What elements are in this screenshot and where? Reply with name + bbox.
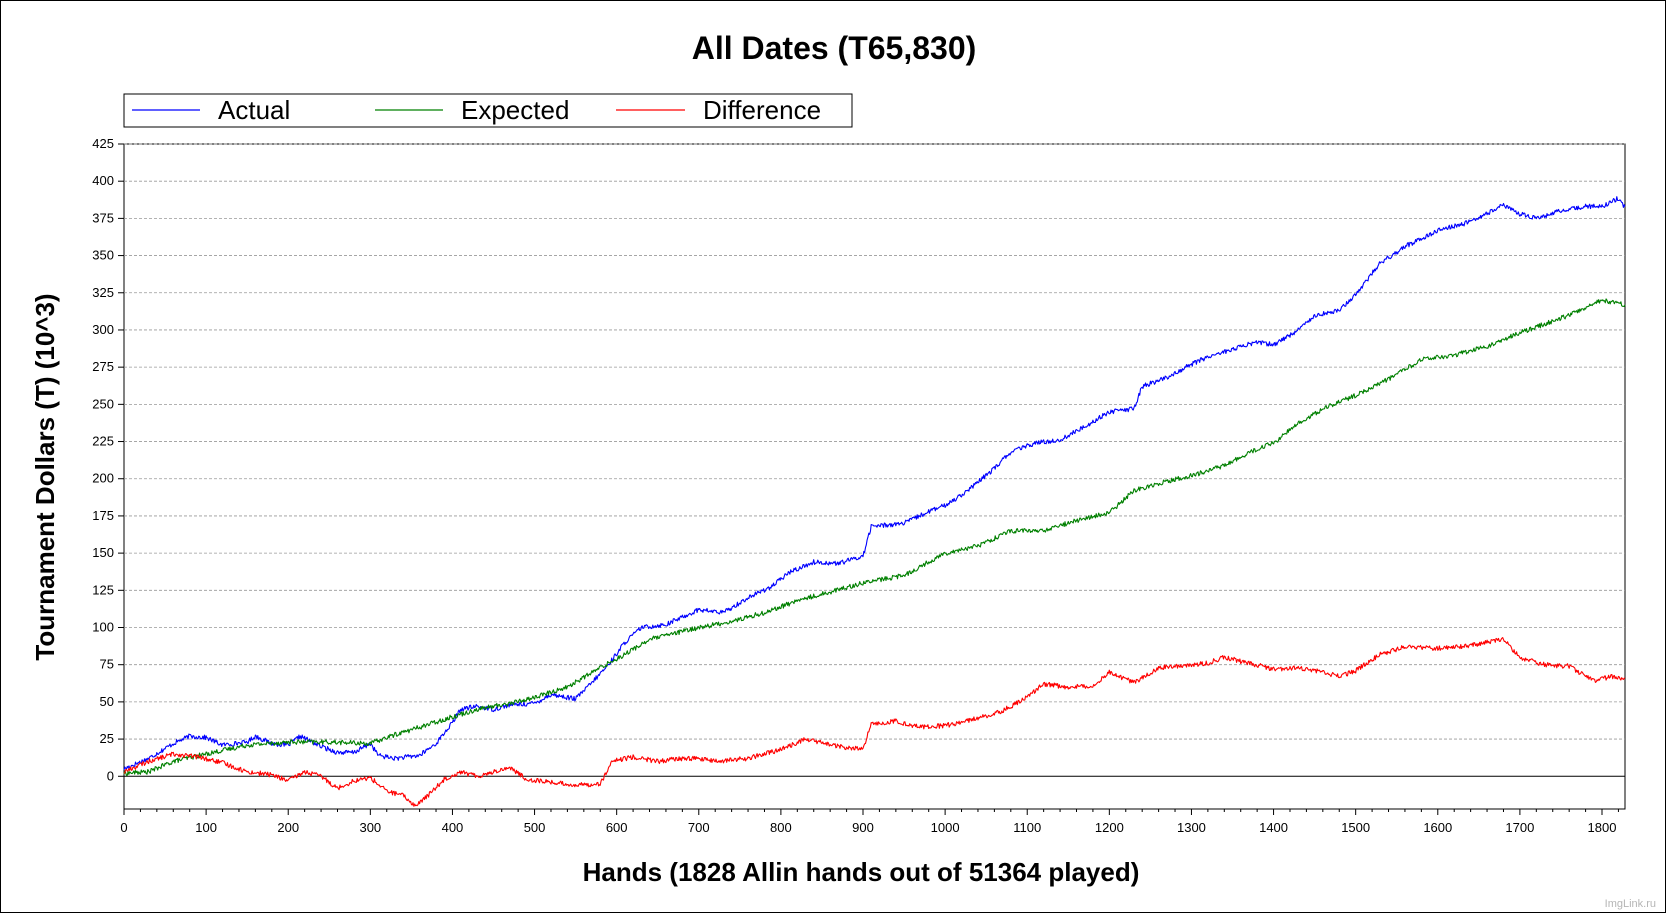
x-tick-label: 1400 [1259,820,1288,835]
legend-label-expected: Expected [461,95,569,125]
y-tick-label: 425 [92,136,114,151]
y-tick-label: 400 [92,173,114,188]
legend: Actual Expected Difference [123,93,853,128]
x-tick-label: 1700 [1505,820,1534,835]
y-tick-label: 25 [100,731,114,746]
x-tick-label: 700 [688,820,710,835]
series-lines [123,196,1626,807]
y-tick-label: 0 [107,768,114,783]
y-tick-label: 300 [92,322,114,337]
x-tick-label: 1000 [931,820,960,835]
x-tick-label: 800 [770,820,792,835]
series-line-actual [123,196,1626,771]
series-line-expected [123,298,1626,776]
series-line-difference [123,637,1626,807]
y-tick-label: 50 [100,694,114,709]
y-tick-label: 225 [92,434,114,449]
y-tick-label: 275 [92,359,114,374]
y-axis: 0 25 50 75 100 125 150 175 200 225 250 275 300 325 350… [92,136,124,783]
y-axis-title: Tournament Dollars (T) (10^3) [30,293,60,660]
y-tick-label: 75 [100,657,114,672]
x-axis-title: Hands (1828 Allin hands out of 51364 pla… [583,857,1140,887]
y-tick-label: 175 [92,508,114,523]
y-tick-label: 375 [92,210,114,225]
y-tick-label: 325 [92,285,114,300]
x-axis: 0 100 200 300 400 500 600 700 800 900 1000 1100 1200… [120,809,1619,835]
x-tick-label: 200 [277,820,299,835]
x-tick-label: 0 [120,820,127,835]
x-tick-label: 600 [606,820,628,835]
x-tick-label: 1500 [1341,820,1370,835]
x-tick-label: 900 [852,820,874,835]
x-tick-label: 1300 [1177,820,1206,835]
x-tick-label: 300 [359,820,381,835]
legend-label-difference: Difference [703,95,821,125]
plot-area [123,143,1626,810]
chart-title: All Dates (T65,830) [692,30,977,66]
y-tick-label: 125 [92,582,114,597]
x-tick-label: 500 [524,820,546,835]
y-tick-label: 150 [92,545,114,560]
x-tick-label: 1200 [1095,820,1124,835]
x-tick-label: 100 [195,820,217,835]
x-tick-label: 1100 [1013,820,1041,835]
legend-box [123,93,853,128]
y-tick-label: 100 [92,620,114,635]
y-tick-label: 200 [92,471,114,486]
watermark: ImgLink.ru [1605,898,1656,910]
x-tick-label: 1800 [1588,820,1617,835]
legend-label-actual: Actual [218,95,290,125]
y-tick-label: 350 [92,248,114,263]
x-tick-label: 1600 [1423,820,1452,835]
y-tick-label: 250 [92,396,114,411]
x-tick-label: 400 [442,820,464,835]
gridlines [124,143,1625,740]
